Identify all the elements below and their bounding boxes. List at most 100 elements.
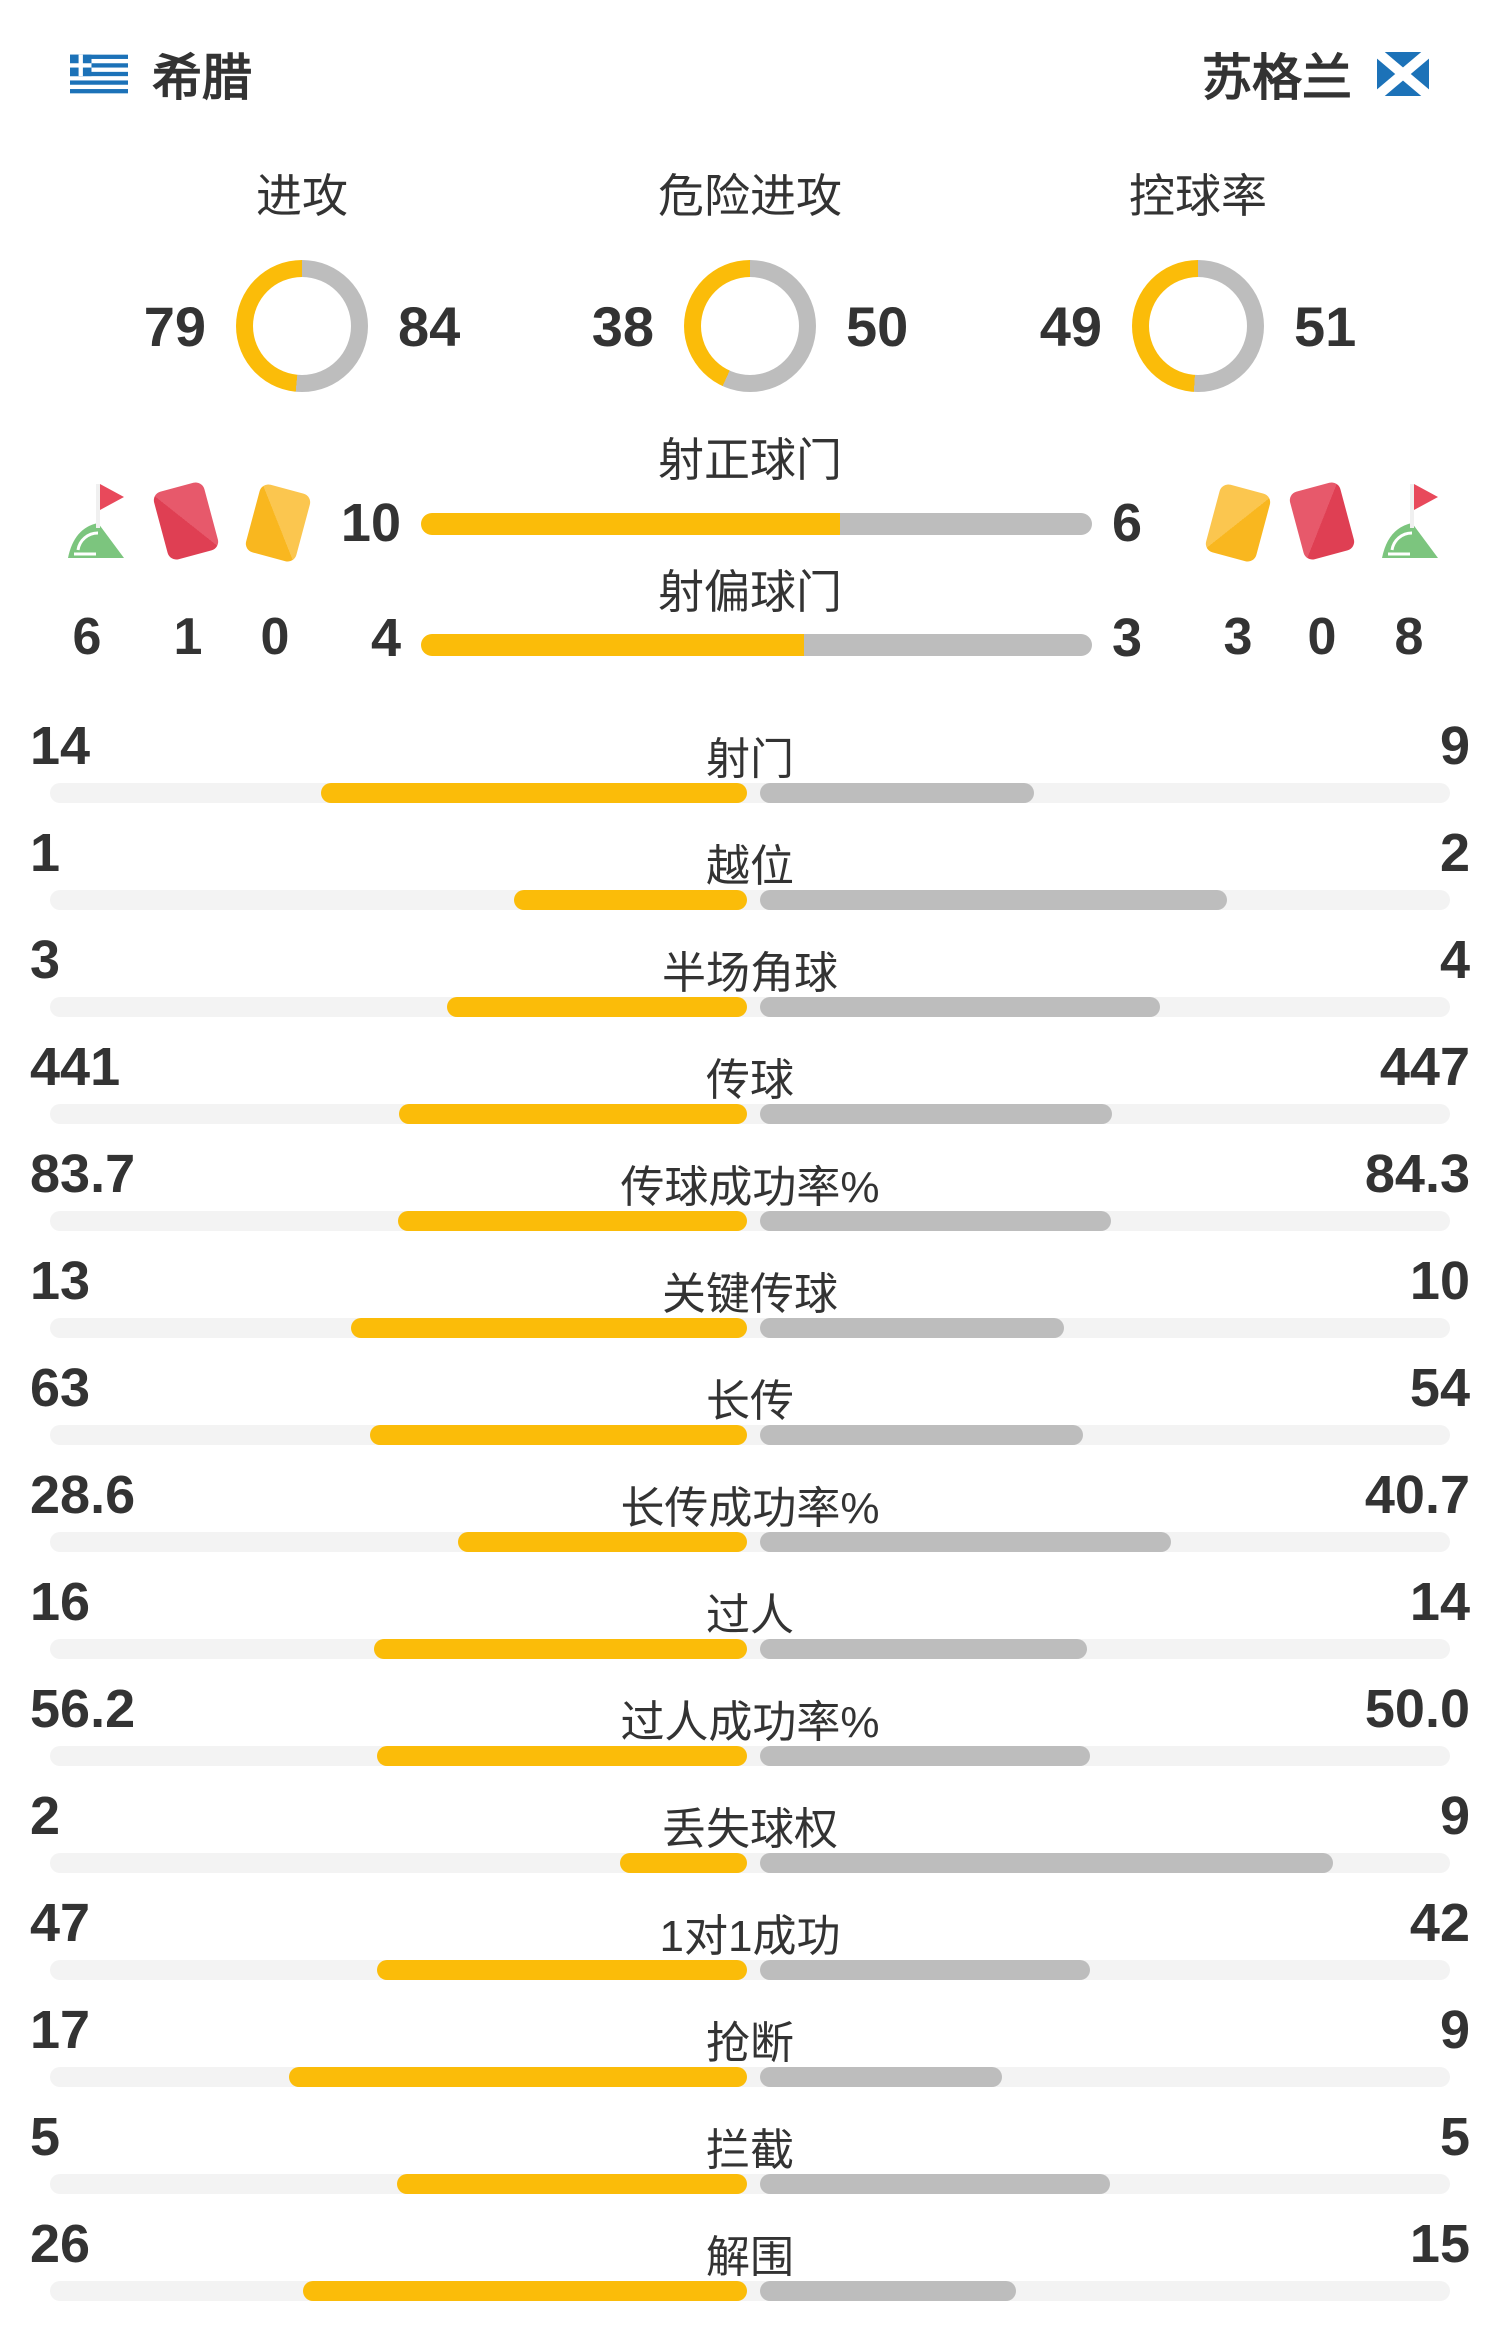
team-home-name: 希腊 [152,50,252,106]
stat-bar-track [50,2281,1450,2301]
shots-section: 射正球门 10 6 射偏球门 6 1 0 [0,0,1500,715]
stat-row: 17 抢断 9 [0,1987,1500,2094]
donut-values: 79 84 [116,260,488,392]
stat-bar-track [50,1532,1450,1552]
shots-on-target-bar-away-fill [840,513,1092,535]
stat-home-value: 14 [30,716,91,776]
corner-flag-icon [1382,484,1438,558]
shots-on-target-home-value: 10 [340,493,401,553]
stat-away-value: 54 [1409,1358,1470,1418]
stat-away-value: 9 [1439,2000,1470,2060]
shots-on-target-bar-home-fill [421,513,841,535]
stat-away-value: 50.0 [1364,1679,1470,1739]
stat-bar-away-fill [760,1532,1171,1552]
donut-ring [1132,260,1264,392]
stat-home-value: 63 [30,1358,91,1418]
stat-label: 关键传球 [662,1270,838,1319]
stat-bar-away-fill [760,997,1160,1017]
stat-row: 56.2 过人成功率% 50.0 [0,1666,1500,1773]
header: 希腊 苏格兰 [70,38,1430,110]
stat-row: 13 关键传球 10 [0,1238,1500,1345]
stat-bar-track [50,1104,1450,1124]
corner-flag-icon [68,484,124,558]
donut-label: 危险进攻 [658,170,842,222]
shots-off-target-away-value: 3 [1112,608,1143,668]
stat-row: 83.7 传球成功率% 84.3 [0,1131,1500,1238]
shots-off-target-bar-away-fill [804,634,1092,656]
home-yellow-cards-value: 0 [260,608,290,666]
donut-ring [684,260,816,392]
stat-bar-away-fill [760,2067,1002,2087]
stat-row: 26 解围 15 [0,2201,1500,2308]
stats-list: 14 射门 9 1 越位 2 3 半场角球 4 441 传球 447 [0,703,1500,2308]
home-corner-kicks-value: 6 [72,608,102,666]
donut-away-value: 51 [1294,294,1357,358]
donut-home-value: 38 [591,294,654,358]
stat-bar-home-fill [374,1639,747,1659]
stat-bar-home-fill [398,1211,747,1231]
stat-bar-home-fill [351,1318,747,1338]
stat-home-value: 2 [30,1786,61,1846]
stat-row: 5 拦截 5 [0,2094,1500,2201]
stat-row: 63 长传 54 [0,1345,1500,1452]
stat-bar-away-fill [760,1960,1090,1980]
stat-home-value: 26 [30,2214,91,2274]
stat-away-value: 10 [1409,1251,1470,1311]
shots-off-target-bar-home-fill [421,634,805,656]
stat-home-value: 47 [30,1893,91,1953]
away-yellow-cards-value: 3 [1223,608,1253,666]
stat-bar-track [50,1425,1450,1445]
stat-bar-home-fill [377,1746,747,1766]
greece-flag-icon [70,54,128,94]
stat-bar-track [50,1318,1450,1338]
red-card-icon [151,480,221,562]
stat-bar-track [50,1211,1450,1231]
stat-home-value: 16 [30,1572,91,1632]
donut-ring [236,260,368,392]
stat-bar-track [50,1746,1450,1766]
stat-bar-home-fill [447,997,747,1017]
stat-bar-away-fill [760,1318,1064,1338]
stat-home-value: 1 [30,823,61,883]
shots-on-target-away-value: 6 [1112,493,1143,553]
stat-bar-away-fill [760,1104,1112,1124]
red-card-icon [1287,480,1357,562]
stat-bar-away-fill [760,1211,1111,1231]
stat-home-value: 83.7 [30,1144,136,1204]
stat-bar-home-fill [303,2281,747,2301]
donut-values: 38 50 [564,260,936,392]
team-away: 苏格兰 [1202,38,1430,110]
stat-home-value: 17 [30,2000,91,2060]
stat-label: 拦截 [706,2126,794,2175]
stat-label: 过人 [706,1591,794,1640]
stat-label: 射门 [706,735,794,784]
stat-bar-track [50,1853,1450,1873]
stat-bar-away-fill [760,783,1034,803]
stat-label: 1对1成功 [659,1912,841,1961]
stat-away-value: 9 [1439,716,1470,776]
stat-label: 越位 [706,842,794,891]
stat-bar-track [50,2174,1450,2194]
stat-bar-home-fill [289,2067,747,2087]
stat-away-value: 447 [1379,1037,1470,1097]
team-away-name: 苏格兰 [1202,50,1352,106]
stat-away-value: 2 [1439,823,1470,883]
stat-bar-away-fill [760,1853,1333,1873]
away-corner-kicks-value: 8 [1394,608,1424,666]
stat-bar-home-fill [620,1853,747,1873]
stat-bar-away-fill [760,1639,1087,1659]
stat-bar-home-fill [458,1532,747,1552]
donut-label: 进攻 [256,170,348,222]
stat-row: 28.6 长传成功率% 40.7 [0,1452,1500,1559]
stat-bar-home-fill [321,783,747,803]
stat-away-value: 84.3 [1364,1144,1470,1204]
stat-away-value: 9 [1439,1786,1470,1846]
stat-bar-away-fill [760,2281,1016,2301]
stat-row: 16 过人 14 [0,1559,1500,1666]
stat-away-value: 14 [1409,1572,1470,1632]
stat-away-value: 40.7 [1364,1465,1470,1525]
away-red-cards-value: 0 [1307,608,1337,666]
shots-on-target-bar [421,513,1092,535]
stat-label: 长传 [706,1377,794,1426]
team-home: 希腊 [70,38,252,110]
